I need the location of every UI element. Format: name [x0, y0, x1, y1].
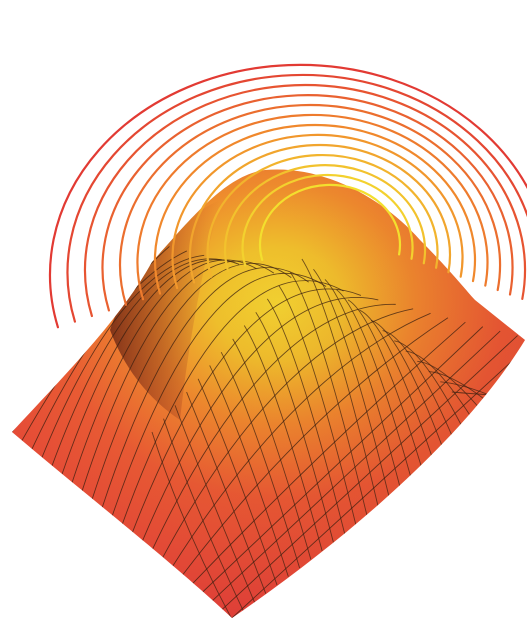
mesh-line	[174, 405, 255, 603]
mesh-line	[101, 267, 309, 509]
mesh-line	[91, 263, 292, 500]
mesh-line	[370, 319, 447, 457]
contour-arc	[258, 183, 402, 261]
contour-arc	[223, 164, 427, 273]
contour-arc	[188, 143, 452, 284]
mesh-line	[232, 338, 312, 560]
mesh-line	[209, 365, 289, 577]
mesh-line	[394, 340, 470, 440]
contour-arc	[118, 103, 502, 306]
mesh-line	[141, 297, 379, 543]
mesh-line	[163, 418, 244, 612]
contour-arc	[153, 123, 477, 295]
contour-arc	[206, 153, 439, 278]
mesh-line	[382, 330, 458, 449]
mesh-line	[324, 279, 402, 492]
mesh-line	[111, 272, 327, 517]
contour-arc	[101, 94, 514, 312]
mesh-line	[151, 303, 396, 551]
mesh-line	[313, 268, 391, 500]
surface-mesh	[12, 241, 525, 618]
mesh-line	[221, 335, 518, 610]
mesh-line	[290, 272, 368, 517]
mesh-line	[266, 298, 346, 534]
mesh-line	[81, 260, 275, 492]
mesh-line	[186, 391, 267, 594]
mesh-line	[171, 312, 431, 568]
mesh-line	[278, 285, 357, 526]
mesh-line	[243, 325, 323, 552]
mesh-line	[161, 308, 414, 560]
mesh-line	[255, 311, 334, 543]
contour-arc	[48, 63, 527, 329]
mesh-line	[220, 351, 301, 569]
contour-arc	[136, 113, 489, 301]
mesh-line	[201, 326, 484, 593]
contour-arcs	[48, 63, 527, 329]
contour-arc	[171, 133, 464, 290]
contour-arc	[66, 73, 527, 323]
mesh-line	[301, 258, 379, 509]
mesh-line	[336, 289, 413, 483]
contour-arc	[241, 173, 414, 267]
mesh-line	[211, 330, 501, 602]
mesh-line	[51, 258, 222, 466]
mesh-line	[151, 431, 233, 618]
mesh-line	[41, 254, 205, 458]
mesh-line	[181, 317, 449, 577]
mesh-line	[121, 280, 344, 526]
mesh-line	[197, 378, 278, 586]
mesh-line	[347, 299, 425, 474]
contour-arc	[83, 83, 527, 318]
mesh-line	[61, 259, 240, 475]
mesh-line	[359, 309, 436, 466]
